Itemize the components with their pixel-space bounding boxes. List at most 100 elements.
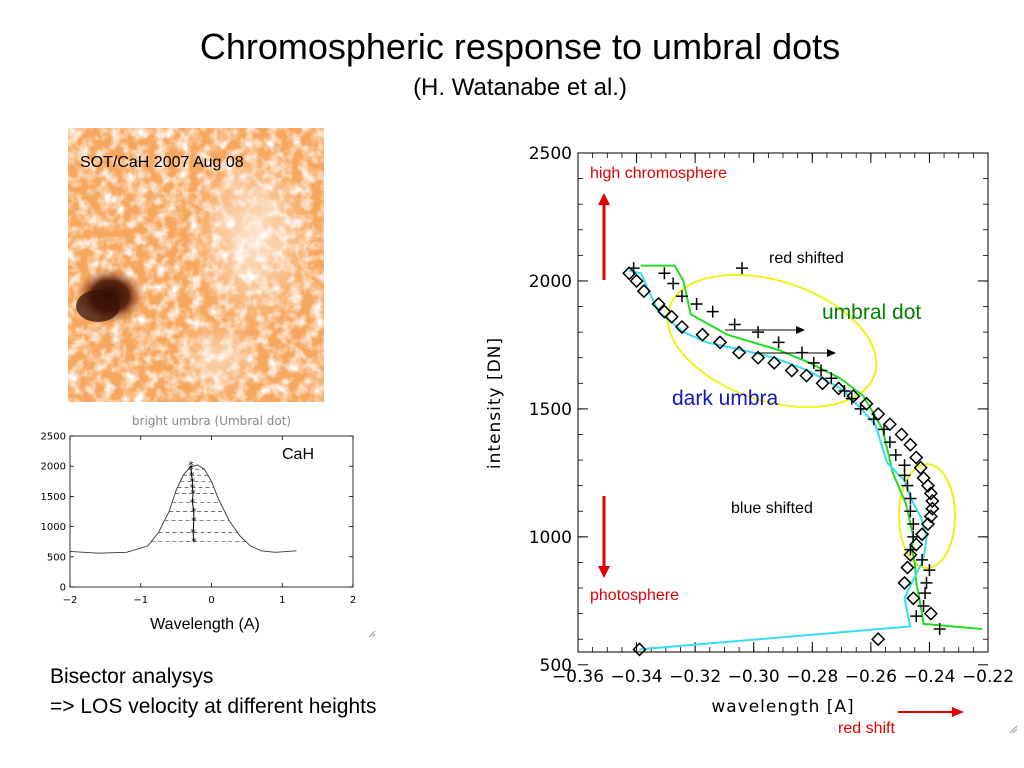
umbral-dot-label: umbral dot xyxy=(822,301,921,324)
plus-point xyxy=(916,553,929,566)
diamond-point xyxy=(913,460,928,475)
slide-subtitle: (H. Watanabe et al.) xyxy=(413,74,627,101)
bisector-line xyxy=(190,465,195,542)
x-tick-label: −2 xyxy=(63,595,78,606)
bisector-point: * xyxy=(190,481,196,494)
y-tick-label: 1000 xyxy=(41,522,66,533)
y-tick-label: 1500 xyxy=(529,400,572,420)
high-chromosphere-label: high chromosphere xyxy=(590,165,727,182)
plus-point xyxy=(838,384,851,397)
diamond-point xyxy=(925,493,940,509)
diamond-point xyxy=(923,509,938,524)
plus-point xyxy=(907,518,920,531)
x-tick-label: −0.34 xyxy=(611,667,663,687)
diamond-point xyxy=(906,591,921,606)
y-tick-label: 2000 xyxy=(41,462,66,473)
plus-point xyxy=(904,492,917,505)
red-shifted-label: red shifted xyxy=(769,250,844,267)
plus-point xyxy=(854,402,867,415)
diamond-point xyxy=(767,355,782,370)
plus-point xyxy=(736,262,748,275)
green-line xyxy=(641,264,983,630)
x-tick-label: 0 xyxy=(208,595,214,606)
plus-point xyxy=(728,318,741,331)
diamond-point xyxy=(815,376,830,391)
diamond-point xyxy=(915,527,930,542)
plus-point xyxy=(658,267,671,280)
plus-point xyxy=(825,372,838,385)
bottom-line-2: => LOS velocity at different heights xyxy=(50,695,377,718)
plus-point xyxy=(752,326,765,339)
bisector-point: * xyxy=(188,463,194,476)
x-tick-label: 1 xyxy=(279,595,285,606)
diamond-point xyxy=(657,304,672,319)
x-tick-label: −0.30 xyxy=(728,667,780,687)
y-tick-label: 1500 xyxy=(41,492,66,503)
small-chart: bright umbra (Umbral dot) −2 −1 0 1 2 0 500 1000… xyxy=(41,414,376,638)
chart-title: bright umbra (Umbral dot) xyxy=(132,414,291,428)
bottom-line-1: Bisector analysys xyxy=(50,665,214,688)
diamond-point xyxy=(632,642,647,657)
diamond-point xyxy=(925,501,940,516)
x-tick-label: −0.32 xyxy=(669,667,721,687)
resize-glyph xyxy=(1009,725,1018,734)
plus-point xyxy=(772,336,785,349)
diamond-point xyxy=(674,319,690,335)
diamond-point xyxy=(903,437,918,452)
down-arrow-head xyxy=(598,566,610,578)
diamond-point xyxy=(923,606,938,621)
up-arrow-head xyxy=(598,193,610,205)
y-axis-label: intensity [DN] xyxy=(485,337,505,469)
x-tick-label: −0.24 xyxy=(903,667,955,687)
bisector-point: * xyxy=(191,515,197,528)
cyan-line xyxy=(628,269,928,651)
diamond-point xyxy=(664,309,679,324)
diamond-point xyxy=(882,417,897,432)
bisector-point: * xyxy=(190,496,196,509)
plus-point xyxy=(807,356,820,369)
shift-arrow-2-head xyxy=(827,349,836,357)
plus-point xyxy=(878,423,891,436)
bisector-point: * xyxy=(190,487,196,500)
plus-point xyxy=(667,277,680,290)
diamond-point xyxy=(629,273,644,289)
bisector-point: * xyxy=(189,469,195,482)
diamond-point xyxy=(920,478,936,493)
diamond-point xyxy=(909,450,924,465)
bisector-point: * xyxy=(188,459,194,472)
diamond-point xyxy=(751,350,766,365)
y-tick-label: 2000 xyxy=(529,272,572,292)
diamond-point xyxy=(859,396,874,411)
diamond-point xyxy=(916,470,931,486)
plus-point xyxy=(933,622,946,635)
diamond-point xyxy=(900,560,915,575)
shift-arrow-1-head xyxy=(796,326,805,334)
red-shift-arrow-head xyxy=(952,707,964,717)
x-tick-label: −0.28 xyxy=(786,667,838,687)
y-tick-label: 2500 xyxy=(41,432,66,443)
x-tick-label: −0.36 xyxy=(552,667,604,687)
diamond-point xyxy=(897,575,912,590)
plus-point xyxy=(910,610,923,623)
diamond-point xyxy=(712,335,728,350)
plus-point xyxy=(675,290,688,303)
plus-point xyxy=(901,479,914,492)
dark-umbra-label: dark umbra xyxy=(672,387,779,410)
plus-point xyxy=(917,599,930,612)
plus-point xyxy=(904,505,917,518)
plus-point xyxy=(815,364,828,377)
cah-label: CaH xyxy=(282,446,314,463)
bottom-text: Bisector analysys => LOS velocity at dif… xyxy=(50,662,376,722)
plus-point xyxy=(904,543,917,556)
diamond-point xyxy=(871,406,886,422)
lower-ellipse xyxy=(898,463,956,569)
plus-point xyxy=(898,459,911,472)
plus-point xyxy=(907,530,920,543)
plus-point xyxy=(627,262,640,275)
diamond-point xyxy=(903,547,918,562)
plus-point xyxy=(898,469,911,482)
x-tick-label: −0.26 xyxy=(845,667,897,687)
y-tick-label: 500 xyxy=(47,552,66,563)
diamond-point xyxy=(784,363,799,378)
diamond-point xyxy=(732,345,747,360)
